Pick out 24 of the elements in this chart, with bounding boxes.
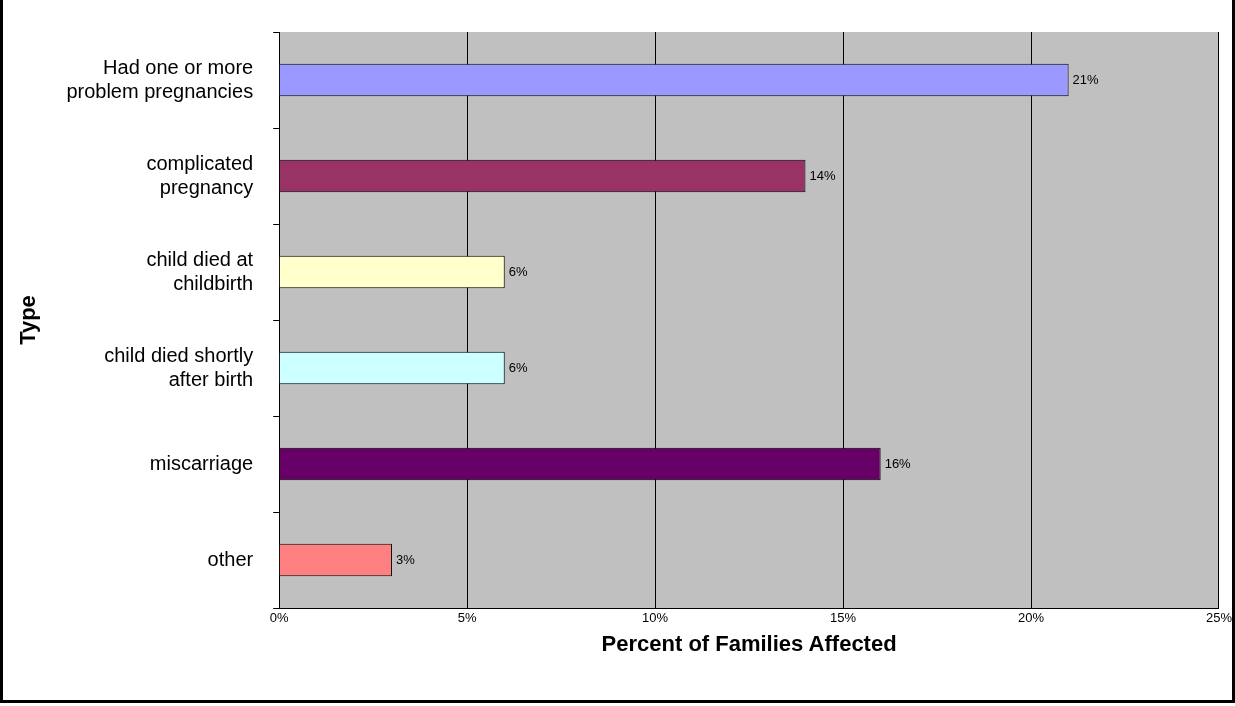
- x-axis-title: Percent of Families Affected: [601, 630, 897, 656]
- data-label: 3%: [395, 551, 416, 567]
- category-label: problem pregnancies: [66, 79, 254, 102]
- category-label: child died at: [146, 247, 254, 270]
- x-tick-label: 10%: [642, 610, 669, 626]
- data-label: 6%: [508, 263, 528, 279]
- y-tick-label: other: [207, 547, 254, 570]
- x-tick-label: 15%: [830, 610, 857, 626]
- category-label: after birth: [168, 367, 254, 390]
- x-tick-label: 0%: [269, 610, 290, 626]
- y-tick-label: miscarriage: [149, 451, 254, 474]
- data-label: 16%: [884, 455, 912, 471]
- data-label: 14%: [809, 167, 836, 183]
- y-axis-title: Type: [15, 295, 41, 345]
- category-label: Had one or more: [103, 55, 254, 78]
- x-tick-label: 25%: [1205, 610, 1233, 626]
- category-label: childbirth: [173, 271, 254, 294]
- data-label: 21%: [1072, 71, 1100, 87]
- category-label: child died shortly: [104, 343, 254, 366]
- data-label: 6%: [508, 359, 528, 375]
- x-tick-label: 5%: [457, 610, 477, 626]
- category-label: pregnancy: [159, 175, 254, 198]
- category-label: complicated: [146, 151, 254, 174]
- x-tick-label: 20%: [1018, 610, 1045, 626]
